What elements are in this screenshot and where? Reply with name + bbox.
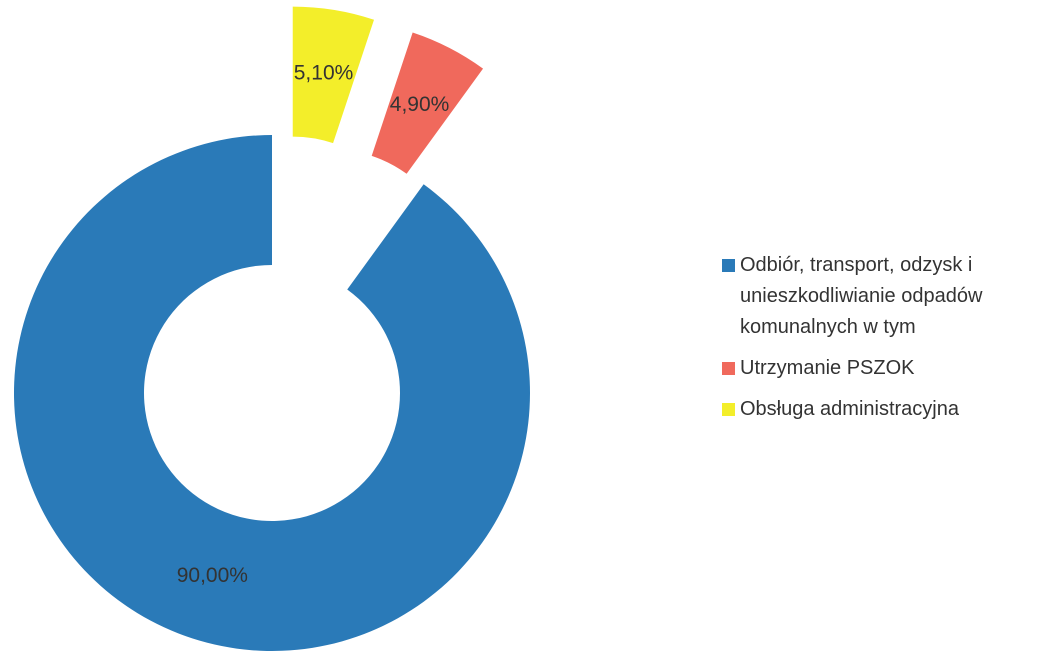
legend-label: Odbiór, transport, odzysk i unieszkodliw… (740, 254, 983, 338)
legend-label: Utrzymanie PSZOK (740, 357, 915, 379)
donut-area: 90,00% 4,90% 5,10% (13, 6, 530, 652)
data-label: 4,90% (390, 93, 450, 116)
legend-swatch (722, 403, 735, 416)
donut-slice (13, 135, 530, 652)
donut-slice (292, 6, 375, 144)
legend-item: Odbiór, transport, odzysk i unieszkodliw… (722, 250, 1062, 343)
legend-label: Obsługa administracyjna (740, 398, 959, 420)
legend-item: Obsługa administracyjna (722, 394, 1062, 425)
legend-item: Utrzymanie PSZOK (722, 353, 1062, 384)
data-label: 90,00% (177, 564, 248, 587)
legend-swatch (722, 362, 735, 375)
donut-slice (371, 32, 484, 174)
legend: Odbiór, transport, odzysk i unieszkodliw… (722, 250, 1062, 435)
data-label: 5,10% (294, 62, 354, 85)
legend-swatch (722, 259, 735, 272)
